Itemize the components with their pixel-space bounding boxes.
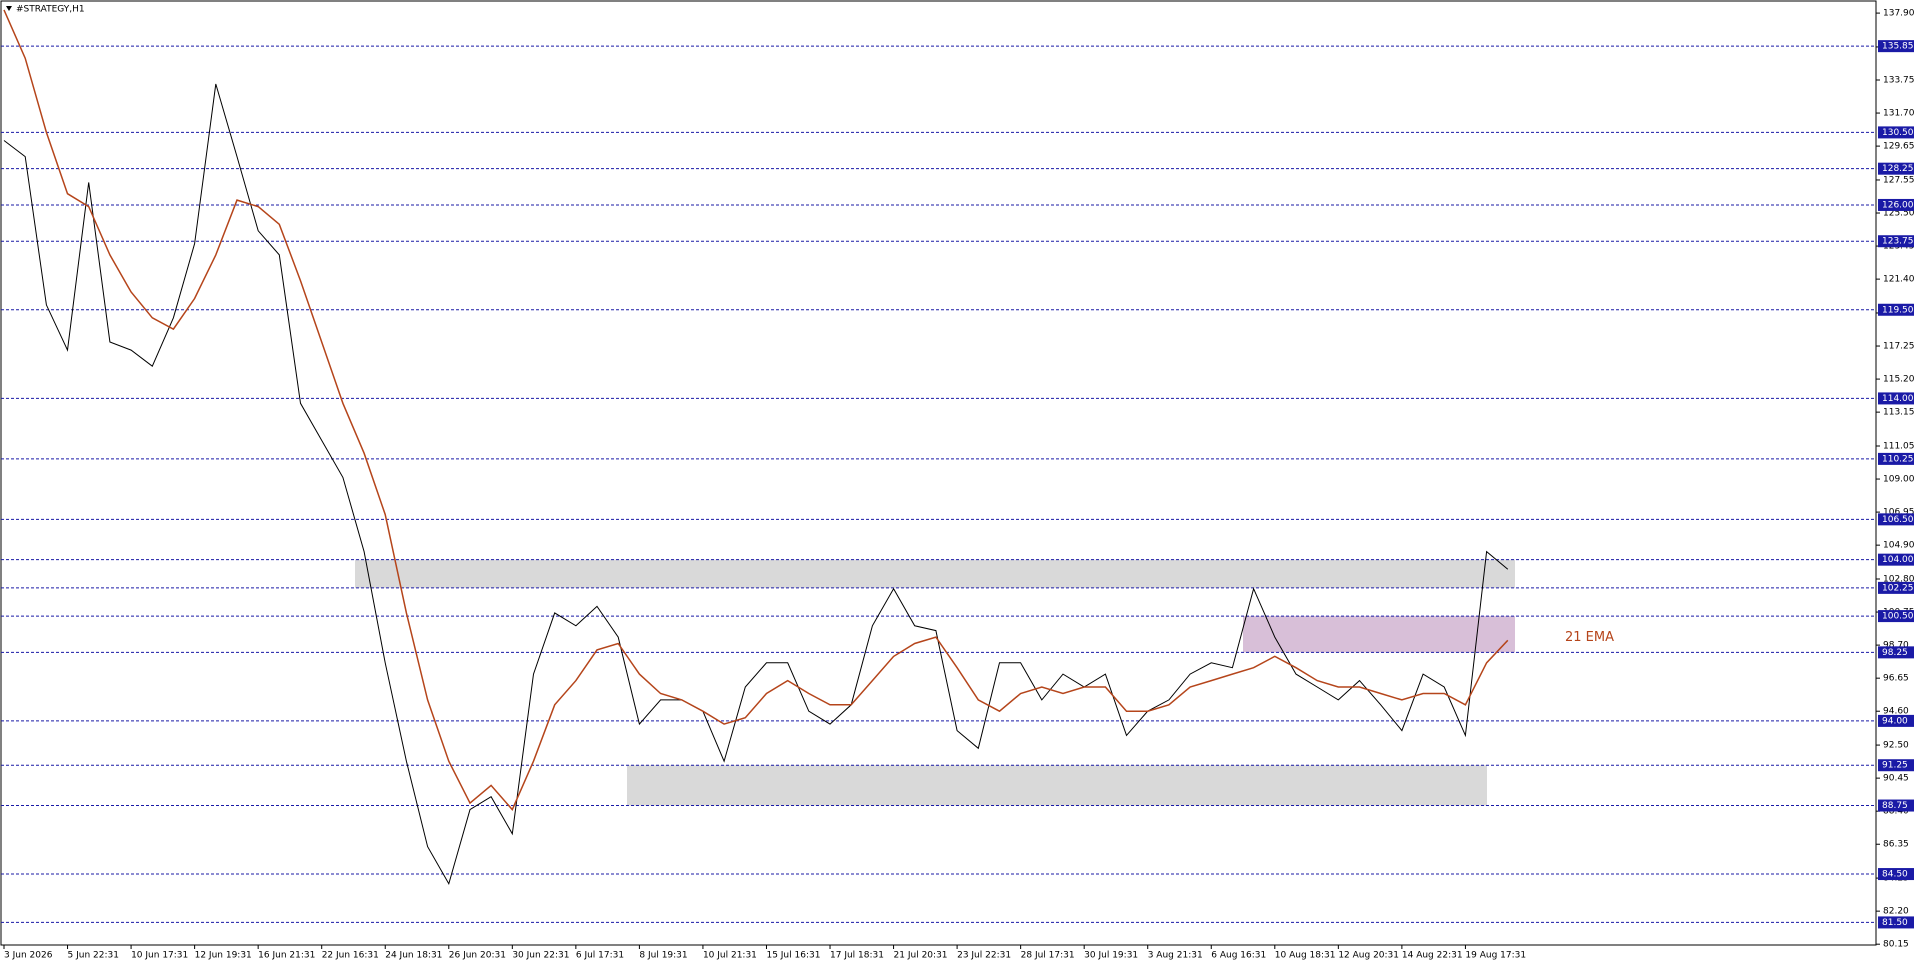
level-label: 81.50 (1882, 918, 1908, 928)
x-tick-label: 12 Jun 19:31 (195, 951, 252, 961)
y-tick-label: 133.75 (1883, 76, 1915, 86)
zone (355, 559, 1515, 588)
y-tick-label: 98.70 (1883, 641, 1909, 651)
level-label: 98.25 (1882, 648, 1908, 658)
y-tick-label: 106.95 (1883, 508, 1915, 518)
y-tick-label: 115.20 (1883, 375, 1915, 385)
x-tick-label: 6 Jul 17:31 (576, 951, 624, 961)
y-tick-label: 117.25 (1883, 342, 1915, 352)
level-label-box (1878, 452, 1914, 465)
x-tick-label: 28 Jul 17:31 (1021, 951, 1075, 961)
level-label-box (1878, 799, 1914, 812)
y-tick-label: 96.65 (1883, 674, 1909, 684)
x-tick-label: 8 Jul 19:31 (639, 951, 687, 961)
level-label-box (1878, 235, 1914, 248)
level-label: 119.50 (1882, 305, 1914, 315)
level-label: 88.75 (1882, 801, 1908, 811)
y-tick-label: 90.45 (1883, 774, 1909, 784)
x-tick-label: 30 Jul 19:31 (1084, 951, 1138, 961)
y-tick-label: 129.65 (1883, 142, 1915, 152)
zone (627, 765, 1487, 806)
x-tick-label: 26 Jun 20:31 (449, 951, 506, 961)
x-tick-label: 21 Jul 20:31 (894, 951, 948, 961)
level-label: 110.25 (1882, 454, 1914, 464)
level-label: 104.00 (1882, 555, 1914, 565)
x-tick-label: 24 Jun 18:31 (385, 951, 442, 961)
level-label-box (1878, 610, 1914, 623)
y-tick-label: 86.35 (1883, 840, 1909, 850)
level-label-box (1878, 759, 1914, 772)
x-tick-label: 22 Jun 16:31 (322, 951, 379, 961)
level-label: 128.25 (1882, 164, 1914, 174)
level-label: 130.50 (1882, 128, 1914, 138)
y-tick-label: 109.00 (1883, 475, 1915, 485)
chart-title: #STRATEGY,H1 (16, 5, 85, 15)
ema-annotation: 21 EMA (1565, 630, 1614, 645)
level-label-box (1878, 646, 1914, 659)
x-tick-label: 16 Jun 21:31 (258, 951, 315, 961)
level-label: 106.50 (1882, 515, 1914, 525)
x-tick-label: 6 Aug 16:31 (1211, 951, 1266, 961)
y-tick-label: 137.90 (1883, 9, 1915, 19)
x-tick-label: 14 Aug 22:31 (1402, 951, 1463, 961)
level-label-box (1878, 916, 1914, 929)
x-tick-label: 23 Jul 22:31 (957, 951, 1011, 961)
x-tick-label: 10 Jun 17:31 (131, 951, 188, 961)
title-icon (6, 6, 12, 11)
level-label: 91.25 (1882, 761, 1908, 771)
level-label-box (1878, 513, 1914, 526)
y-tick-label: 88.40 (1883, 807, 1909, 817)
x-tick-label: 5 Jun 22:31 (68, 951, 119, 961)
x-tick-label: 3 Aug 21:31 (1148, 951, 1203, 961)
level-label: 135.85 (1882, 42, 1914, 52)
level-label-box (1878, 126, 1914, 139)
level-label: 114.00 (1882, 394, 1914, 404)
level-label-box (1878, 553, 1914, 566)
x-tick-label: 19 Aug 17:31 (1465, 951, 1526, 961)
level-label-box (1878, 868, 1914, 881)
y-tick-label: 113.15 (1883, 408, 1915, 418)
y-tick-label: 111.05 (1883, 441, 1915, 451)
level-label-box (1878, 198, 1914, 211)
x-tick-label: 3 Jun 2026 (4, 951, 53, 961)
level-label-box (1878, 40, 1914, 53)
y-tick-label: 104.90 (1883, 541, 1915, 551)
y-tick-label: 82.20 (1883, 907, 1909, 917)
level-label: 100.50 (1882, 612, 1914, 622)
zone (1243, 616, 1515, 653)
y-tick-label: 121.40 (1883, 275, 1915, 285)
x-tick-label: 17 Jul 18:31 (830, 951, 884, 961)
y-tick-label: 131.70 (1883, 109, 1915, 119)
level-label-box (1878, 162, 1914, 175)
y-tick-label: 125.50 (1883, 209, 1915, 219)
price-line (3, 83, 1509, 885)
x-tick-label: 10 Jul 21:31 (703, 951, 757, 961)
y-tick-label: 92.50 (1883, 741, 1909, 751)
ema-line (3, 9, 1509, 811)
level-label: 123.75 (1882, 237, 1914, 247)
y-tick-label: 94.60 (1883, 707, 1909, 717)
level-label-box (1878, 581, 1914, 594)
level-label-box (1878, 714, 1914, 727)
x-tick-label: 10 Aug 18:31 (1275, 951, 1336, 961)
y-tick-label: 102.80 (1883, 575, 1915, 585)
level-label: 94.00 (1882, 716, 1908, 726)
level-label: 102.25 (1882, 583, 1914, 593)
y-tick-label: 80.15 (1883, 940, 1909, 950)
level-label: 84.50 (1882, 870, 1908, 880)
level-label-box (1878, 392, 1914, 405)
x-tick-label: 12 Aug 20:31 (1338, 951, 1399, 961)
y-tick-label: 127.55 (1883, 175, 1915, 185)
level-label-box (1878, 303, 1914, 316)
x-tick-label: 15 Jul 16:31 (766, 951, 820, 961)
x-tick-label: 30 Jun 22:31 (512, 951, 569, 961)
level-label: 126.00 (1882, 200, 1914, 210)
